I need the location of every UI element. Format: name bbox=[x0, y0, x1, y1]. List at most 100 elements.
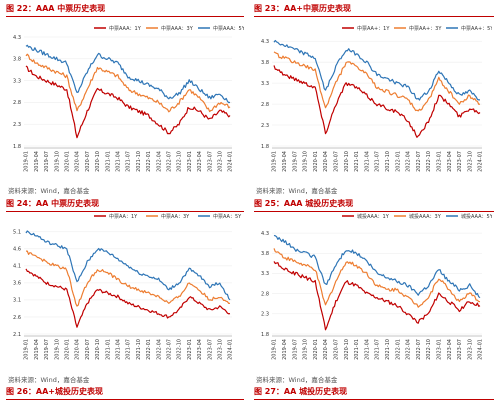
x-tick-label: 2023-10 bbox=[467, 339, 473, 360]
legend-label-3: 城投AAA：5Y bbox=[461, 213, 492, 220]
y-tick-label: 3.8 bbox=[261, 60, 269, 66]
x-tick-label: 2020-10 bbox=[344, 151, 350, 172]
y-tick-label: 1.8 bbox=[261, 144, 269, 150]
x-tick-label: 2020-10 bbox=[95, 151, 101, 172]
x-tick-label: 2022-10 bbox=[426, 151, 432, 172]
x-tick-label: 2019-04 bbox=[282, 151, 288, 172]
x-tick-label: 2021-07 bbox=[375, 151, 381, 172]
legend-label-2: 中票AAA：3Y bbox=[161, 25, 194, 32]
y-tick-label: 2.8 bbox=[13, 100, 21, 106]
x-tick-label: 2019-10 bbox=[54, 151, 60, 172]
figure-23-title: 图 23：AA+中票历史表现 bbox=[254, 3, 494, 17]
x-tick-label: 2023-04 bbox=[447, 151, 453, 172]
y-tick-label: 1.8 bbox=[261, 332, 269, 338]
x-tick-label: 2021-01 bbox=[354, 339, 360, 360]
y-tick-label: 2.6 bbox=[13, 315, 21, 321]
x-tick-label: 2023-07 bbox=[207, 339, 213, 360]
series-line-1 bbox=[25, 268, 231, 328]
legend-label-2: 城投AAA：3Y bbox=[409, 213, 442, 220]
y-tick-label: 2.3 bbox=[261, 312, 269, 318]
legend-label-3: 中票AA+：5Y bbox=[461, 25, 492, 32]
chart-fig25: 城投AAA：1Y 城投AAA：3Y 城投AAA：5Y 1.8 2.3 2.8 3.3 3.8 4… bbox=[254, 205, 492, 373]
x-tick-label: 2022-01 bbox=[395, 339, 401, 360]
y-tick-label: 4.6 bbox=[13, 247, 21, 253]
y-tick-label: 3.8 bbox=[261, 251, 269, 257]
x-tick-label: 2021-01 bbox=[354, 151, 360, 172]
figure-26-title: 图 26：AA+城投历史表现 bbox=[6, 386, 244, 400]
x-tick-label: 2020-10 bbox=[95, 339, 101, 360]
x-tick-label: 2020-10 bbox=[344, 339, 350, 360]
y-tick-label: 3.3 bbox=[261, 271, 269, 277]
x-tick-label: 2022-04 bbox=[156, 151, 162, 172]
source-note-left-2: 资料来源：Wind，嘉合基金 bbox=[8, 376, 90, 384]
source-note-left-1: 资料来源：Wind，嘉合基金 bbox=[8, 187, 90, 195]
y-tick-label: 3.3 bbox=[13, 78, 21, 84]
x-tick-label: 2021-10 bbox=[385, 151, 391, 172]
x-tick-label: 2023-01 bbox=[437, 339, 443, 360]
x-tick-label: 2019-04 bbox=[34, 339, 40, 360]
x-tick-label: 2020-07 bbox=[334, 339, 340, 360]
legend-label-1: 中票AA+：1Y bbox=[357, 25, 390, 32]
x-tick-label: 2022-04 bbox=[406, 151, 412, 172]
series-line-2 bbox=[25, 53, 231, 113]
x-tick-label: 2022-01 bbox=[146, 151, 152, 172]
x-tick-label: 2021-10 bbox=[136, 339, 142, 360]
legend-label-1: 中票AA：1Y bbox=[109, 213, 138, 220]
y-tick-label: 4.3 bbox=[13, 35, 21, 41]
legend-label-2: 中票AA：3Y bbox=[161, 213, 190, 220]
x-tick-label: 2020-01 bbox=[313, 339, 319, 360]
chart-fig25-svg: 城投AAA：1Y 城投AAA：3Y 城投AAA：5Y 1.8 2.3 2.8 3.3 3.8 4… bbox=[261, 213, 492, 360]
x-tick-label: 2019-07 bbox=[44, 151, 50, 172]
x-tick-label: 2023-04 bbox=[197, 151, 203, 172]
x-tick-label: 2024-01 bbox=[228, 151, 234, 172]
y-tick-label: 3.6 bbox=[13, 281, 21, 287]
x-tick-label: 2022-10 bbox=[426, 339, 432, 360]
x-tick-label: 2019-01 bbox=[272, 151, 278, 172]
x-tick-label: 2019-01 bbox=[24, 151, 30, 172]
x-tick-label: 2021-07 bbox=[126, 339, 132, 360]
y-tick-label: 3.3 bbox=[261, 81, 269, 87]
x-tick-label: 2019-04 bbox=[282, 339, 288, 360]
x-tick-label: 2024-01 bbox=[478, 339, 484, 360]
x-tick-label: 2020-01 bbox=[65, 151, 71, 172]
figure-25-title: 图 25：AAA 城投历史表现 bbox=[254, 198, 494, 212]
x-tick-label: 2020-07 bbox=[334, 151, 340, 172]
x-tick-label: 2021-07 bbox=[126, 151, 132, 172]
x-tick-label: 2020-04 bbox=[323, 339, 329, 360]
chart-fig24-svg: 中票AA：1Y 中票AA：3Y 中票AA：5Y 2.1 2.6 3.1 3.6 4.1 4.6 5… bbox=[13, 213, 242, 360]
y-tick-label: 3.8 bbox=[13, 57, 21, 63]
series-line-2 bbox=[273, 51, 481, 112]
y-tick-label: 3.1 bbox=[13, 298, 21, 304]
x-tick-label: 2022-01 bbox=[146, 339, 152, 360]
x-tick-label: 2020-07 bbox=[85, 151, 91, 172]
y-tick-label: 4.3 bbox=[261, 231, 269, 237]
y-tick-label: 1.8 bbox=[13, 144, 21, 150]
x-tick-label: 2020-04 bbox=[75, 151, 81, 172]
y-tick-label: 2.3 bbox=[13, 122, 21, 128]
series-line-1 bbox=[273, 65, 481, 138]
series-line-3 bbox=[273, 39, 480, 101]
x-tick-label: 2023-07 bbox=[457, 151, 463, 172]
y-tick-label: 2.8 bbox=[261, 291, 269, 297]
x-tick-label: 2021-10 bbox=[136, 151, 142, 172]
x-tick-label: 2019-10 bbox=[303, 339, 309, 360]
x-tick-label: 2021-10 bbox=[385, 339, 391, 360]
x-tick-label: 2024-01 bbox=[228, 339, 234, 360]
source-note-right-1: 资料来源：Wind，嘉合基金 bbox=[256, 187, 338, 195]
figure-27-title: 图 27：AA 城投历史表现 bbox=[254, 386, 494, 400]
x-tick-label: 2023-07 bbox=[207, 151, 213, 172]
x-tick-label: 2019-04 bbox=[34, 151, 40, 172]
legend-label-1: 城投AAA：1Y bbox=[357, 213, 390, 220]
x-tick-label: 2019-10 bbox=[54, 339, 60, 360]
x-tick-label: 2019-10 bbox=[303, 151, 309, 172]
x-tick-label: 2022-10 bbox=[177, 339, 183, 360]
chart-fig22-svg: 中票AAA：1Y 中票AAA：3Y 中票AAA：5Y 1.8 2.3 2.8 3.3 3.8 4… bbox=[13, 25, 244, 172]
series-line-3 bbox=[25, 230, 231, 301]
x-tick-label: 2021-04 bbox=[364, 151, 370, 172]
x-tick-label: 2023-04 bbox=[447, 339, 453, 360]
series-line-1 bbox=[25, 65, 231, 139]
x-tick-label: 2022-04 bbox=[406, 339, 412, 360]
y-tick-label: 5.1 bbox=[13, 230, 21, 236]
legend-label-3: 中票AAA：5Y bbox=[213, 25, 244, 32]
y-tick-label: 2.8 bbox=[261, 102, 269, 108]
